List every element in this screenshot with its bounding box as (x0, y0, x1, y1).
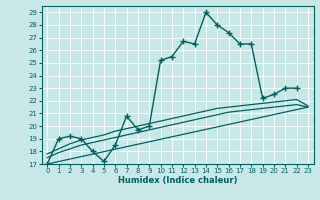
X-axis label: Humidex (Indice chaleur): Humidex (Indice chaleur) (118, 176, 237, 185)
